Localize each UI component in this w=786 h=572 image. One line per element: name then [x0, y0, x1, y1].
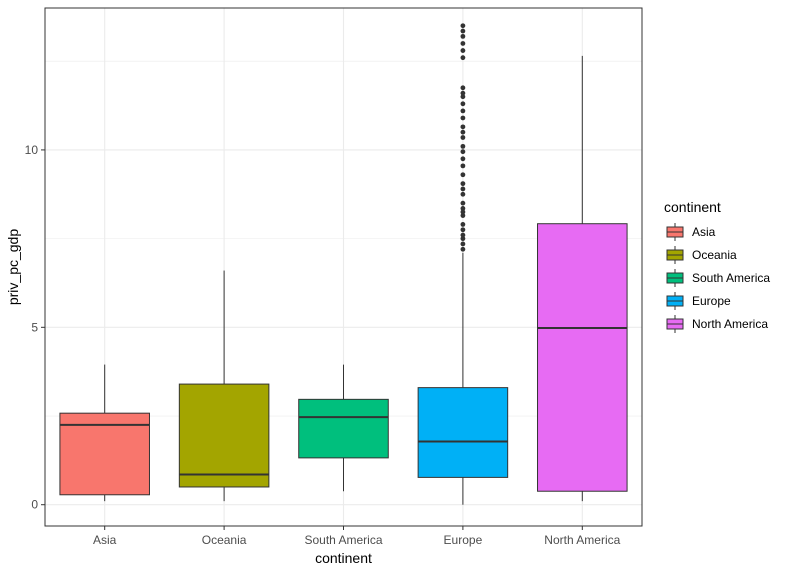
outlier-point [460, 206, 466, 211]
x-axis-title: continent [315, 550, 372, 566]
box-europe [417, 23, 509, 505]
outlier-point [460, 236, 466, 242]
outlier-point [460, 227, 466, 233]
outlier-point [460, 143, 466, 149]
box-iqr [537, 223, 628, 492]
y-axis-title: priv_pc_gdp [5, 229, 21, 305]
outlier-point [460, 85, 466, 91]
boxes [59, 23, 628, 505]
outlier-point [460, 115, 466, 121]
box-iqr [417, 387, 509, 478]
outlier-point [460, 149, 466, 155]
legend-item-asia: Asia [666, 223, 716, 241]
legend-item-oceania: Oceania [666, 246, 737, 264]
legend-label: Europe [692, 294, 731, 308]
outlier-point [460, 94, 466, 100]
legend-label: Asia [692, 225, 716, 239]
outlier-point [460, 55, 466, 61]
outlier-point [460, 163, 466, 169]
outlier-point [460, 129, 466, 135]
x-axis: Asia Oceania South America Europe North Amer… [93, 526, 621, 547]
outlier-point [460, 232, 466, 238]
outlier-point [460, 135, 466, 140]
legend-label: South America [692, 271, 770, 285]
outlier-point [460, 186, 466, 192]
x-tick-label: Oceania [202, 533, 247, 547]
box-iqr [59, 412, 150, 496]
outlier-point [460, 108, 466, 114]
x-tick-label: North America [544, 533, 620, 547]
outlier-point [460, 246, 466, 252]
outlier-point [460, 101, 466, 107]
outlier-point [460, 222, 466, 227]
outlier-point [460, 200, 466, 206]
y-tick-label: 5 [31, 320, 38, 334]
legend-item-south-america: South America [666, 269, 770, 287]
outlier-point [460, 213, 466, 218]
box-iqr [298, 398, 389, 459]
outlier-point [460, 28, 466, 34]
x-tick-label: South America [304, 533, 382, 547]
y-tick-label: 10 [25, 143, 39, 157]
legend: continent Asia Oceania South America Europe… [664, 199, 770, 333]
box-north-america [537, 55, 628, 502]
outlier-point [460, 209, 466, 215]
x-tick-label: Asia [93, 533, 117, 547]
outlier-point [460, 172, 466, 178]
outlier-point [460, 156, 466, 162]
box-asia [59, 364, 150, 502]
legend-item-north-america: North America [666, 315, 768, 333]
box-iqr [178, 383, 270, 488]
outlier-point [460, 241, 466, 247]
outlier-point [460, 181, 466, 187]
legend-label: North America [692, 317, 768, 331]
outlier-point [460, 48, 466, 53]
y-axis: 0 5 10 [25, 143, 45, 512]
outlier-point [460, 191, 466, 197]
y-tick-label: 0 [31, 498, 38, 512]
legend-item-europe: Europe [666, 292, 731, 310]
outlier-point [460, 124, 466, 130]
outlier-point [460, 33, 466, 39]
box-oceania [178, 270, 270, 502]
outlier-point [460, 41, 466, 46]
x-tick-label: Europe [444, 533, 483, 547]
legend-title: continent [664, 199, 721, 215]
outlier-point [460, 90, 466, 96]
box-south-america [298, 364, 389, 492]
legend-label: Oceania [692, 248, 737, 262]
outlier-point [460, 23, 466, 29]
